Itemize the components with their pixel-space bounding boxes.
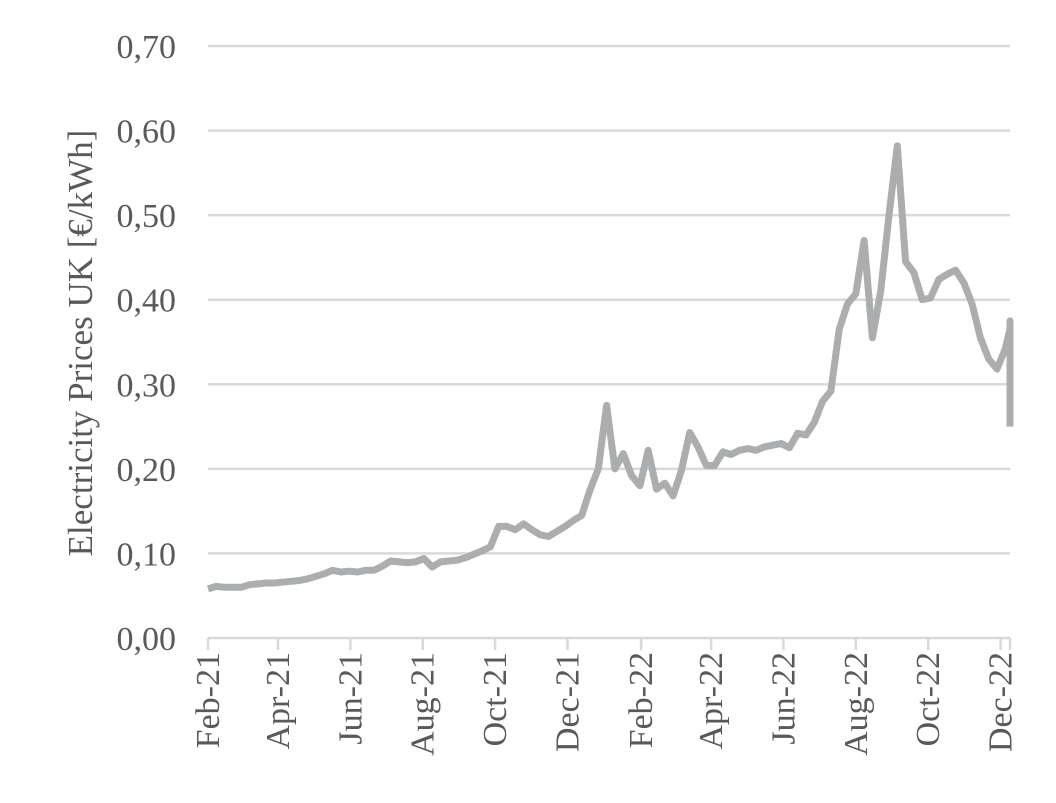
y-tick-label: 0,40 <box>117 283 177 320</box>
y-axis-label: Electricity Prices UK [€/kWh] <box>61 130 100 557</box>
x-axis <box>206 636 1012 650</box>
x-tick-label: Aug-22 <box>838 652 875 756</box>
price-series-line <box>206 142 1014 593</box>
x-axis-tick-labels: Feb-21 Apr-21 Jun-21 Aug-21 Oct-21 Dec-21 Feb-… <box>190 652 1020 756</box>
y-axis-tick-labels: 0,00 0,10 0,20 0,30 0,40 0,50 0,60 0,70 <box>117 29 177 658</box>
x-tick-label: Jun-22 <box>765 652 802 745</box>
x-tick-label: Jun-21 <box>332 652 369 745</box>
x-tick-label: Apr-22 <box>693 652 730 750</box>
y-tick-label: 0,00 <box>117 621 177 658</box>
x-tick-label: Feb-22 <box>623 652 660 748</box>
x-tick-label: Feb-21 <box>190 652 227 748</box>
y-tick-label: 0,20 <box>117 452 177 489</box>
y-tick-label: 0,10 <box>117 536 177 573</box>
x-tick-label: Oct-21 <box>477 652 514 746</box>
x-tick-label: Dec-21 <box>549 652 586 752</box>
y-tick-label: 0,60 <box>117 114 177 151</box>
x-tick-label: Apr-21 <box>260 652 297 750</box>
x-tick-label: Oct-22 <box>910 652 947 746</box>
gridlines <box>208 44 1010 555</box>
series-layer <box>206 142 1014 593</box>
y-tick-label: 0,50 <box>117 198 177 235</box>
x-tick-label: Dec-22 <box>983 652 1020 752</box>
x-tick-label: Aug-21 <box>405 652 442 756</box>
y-tick-label: 0,30 <box>117 367 177 404</box>
y-tick-label: 0,70 <box>117 29 177 66</box>
